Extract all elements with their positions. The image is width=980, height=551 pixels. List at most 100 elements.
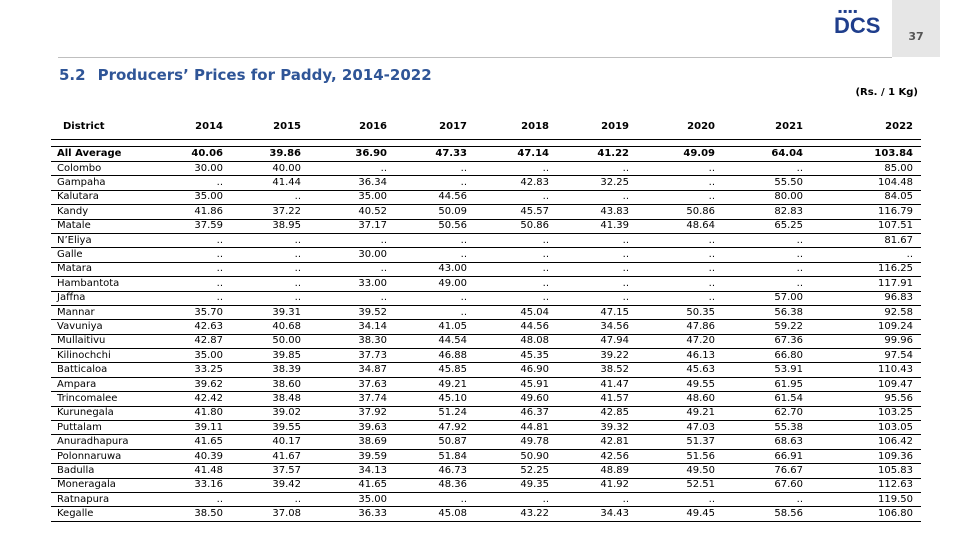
district-cell: Batticaloa (51, 362, 149, 378)
column-header-2021: 2021 (723, 113, 811, 140)
price-cell: 40.52 (309, 204, 395, 220)
table-row: Moneragala 33.16 39.42 41.65 48.36 49.35 41.92… (51, 478, 921, 493)
price-cell: .. (309, 291, 395, 306)
price-cell: .. (637, 175, 723, 191)
price-cell: 41.48 (149, 463, 231, 479)
price-cell: 49.50 (637, 463, 723, 479)
district-cell: Polonnaruwa (51, 449, 149, 465)
table-row: Mullaitivu 42.87 50.00 38.30 44.54 48.08 47.94… (51, 334, 921, 350)
price-cell: 33.25 (149, 362, 231, 378)
price-cell: 49.21 (395, 377, 475, 393)
price-cell: 35.70 (149, 305, 231, 321)
page-number-box (892, 0, 940, 57)
district-cell: Ratnapura (51, 492, 149, 508)
table-row: Jaffna.............. 57.00 96.83 (51, 291, 921, 306)
price-cell: 49.60 (475, 391, 557, 407)
table-row: Mannar 35.70 39.31 39.52.. 45.04 47.15 50.35 56… (51, 305, 921, 321)
price-cell: .. (395, 233, 475, 249)
column-header-2022: 2022 (811, 113, 921, 140)
price-cell: 38.30 (309, 334, 395, 350)
price-cell: 40.06 (149, 146, 231, 162)
price-cell: .. (557, 233, 637, 249)
spacer-cell (557, 139, 637, 147)
price-cell: 41.67 (231, 449, 309, 465)
header-spacer-row (51, 139, 921, 147)
price-cell: .. (637, 262, 723, 278)
price-cell: 45.91 (475, 377, 557, 393)
price-cell: 39.11 (149, 420, 231, 436)
price-cell: 39.31 (231, 305, 309, 321)
price-cell: 37.92 (309, 406, 395, 422)
price-cell: 42.42 (149, 391, 231, 407)
price-cell: 51.84 (395, 449, 475, 465)
spacer-cell (475, 139, 557, 147)
price-cell: 49.55 (637, 377, 723, 393)
price-cell: 39.32 (557, 420, 637, 436)
district-cell: Kegalle (51, 506, 149, 522)
price-cell: 109.47 (811, 377, 921, 393)
price-cell: 45.08 (395, 506, 475, 522)
price-cell: 39.55 (231, 420, 309, 436)
price-cell: 50.00 (231, 334, 309, 350)
table-body: All Average 40.06 39.86 36.90 47.33 47.14 41.2… (51, 139, 921, 522)
price-cell: 33.00 (309, 276, 395, 292)
price-cell: 44.56 (395, 190, 475, 206)
price-cell: 41.22 (557, 146, 637, 162)
district-cell: Mannar (51, 305, 149, 321)
price-cell: 61.95 (723, 377, 811, 393)
price-cell: 103.84 (811, 146, 921, 162)
price-cell: 49.35 (475, 478, 557, 493)
price-cell: 41.92 (557, 478, 637, 493)
district-cell: Matale (51, 219, 149, 234)
price-cell: 41.80 (149, 406, 231, 422)
price-cell: .. (475, 492, 557, 508)
price-cell: 49.78 (475, 434, 557, 450)
price-cell: .. (557, 247, 637, 263)
price-cell: 42.85 (557, 406, 637, 422)
price-cell: 44.81 (475, 420, 557, 436)
price-cell: 55.50 (723, 175, 811, 191)
price-cell: .. (149, 175, 231, 191)
district-cell: Galle (51, 247, 149, 263)
price-cell: 40.00 (231, 161, 309, 177)
price-cell: 82.83 (723, 204, 811, 220)
district-cell: Badulla (51, 463, 149, 479)
price-cell: 66.80 (723, 348, 811, 364)
table-row: N’Eliya................ 81.67 (51, 233, 921, 249)
price-cell: 61.54 (723, 391, 811, 407)
price-cell: 41.65 (149, 434, 231, 450)
price-cell: 43.00 (395, 262, 475, 278)
price-cell: 39.63 (309, 420, 395, 436)
price-cell: 50.87 (395, 434, 475, 450)
spacer-cell (637, 139, 723, 147)
price-cell: 46.13 (637, 348, 723, 364)
price-cell: 44.56 (475, 319, 557, 335)
district-cell: Mullaitivu (51, 334, 149, 350)
section-number: 5.2 (59, 66, 86, 84)
district-cell: Kurunegala (51, 406, 149, 422)
price-cell: 110.43 (811, 362, 921, 378)
column-header-2016: 2016 (309, 113, 395, 140)
price-cell: 40.39 (149, 449, 231, 465)
price-cell: 109.36 (811, 449, 921, 465)
column-header-2017: 2017 (395, 113, 475, 140)
price-cell: .. (557, 262, 637, 278)
table-row: Matale 37.59 38.95 37.17 50.56 50.86 41.39 48.6… (51, 219, 921, 234)
price-cell: 43.22 (475, 506, 557, 522)
price-cell: 37.59 (149, 219, 231, 234)
price-cell: 42.56 (557, 449, 637, 465)
price-cell: .. (231, 262, 309, 278)
price-cell: 30.00 (309, 247, 395, 263)
price-cell: .. (149, 247, 231, 263)
price-cell: 50.35 (637, 305, 723, 321)
price-cell: 47.20 (637, 334, 723, 350)
price-cell: 48.36 (395, 478, 475, 493)
column-header-2020: 2020 (637, 113, 723, 140)
district-cell: N’Eliya (51, 233, 149, 249)
price-cell: 92.58 (811, 305, 921, 321)
price-cell: .. (475, 233, 557, 249)
price-cell: 37.63 (309, 377, 395, 393)
price-cell: 38.48 (231, 391, 309, 407)
header-divider (58, 57, 892, 58)
price-cell: 35.00 (149, 190, 231, 206)
